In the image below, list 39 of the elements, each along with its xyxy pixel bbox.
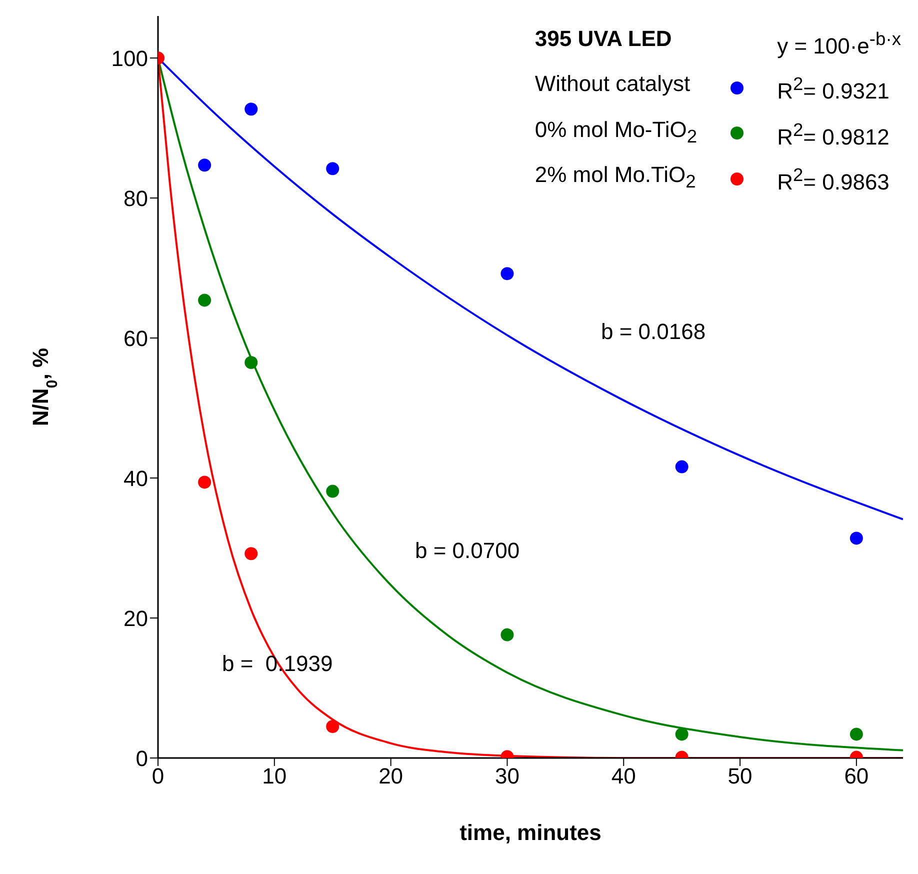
point [500,267,514,280]
point [326,720,340,733]
legend-label: 0% mol Mo-TiO$_{2}$ [534,116,698,148]
y-tick-label: 20 [124,606,148,631]
point [675,728,688,741]
point [198,476,212,489]
point [198,158,212,172]
x-tick-label: 40 [611,764,636,789]
annotation: b = 0.0168 [601,319,706,344]
annotation: y = 100·e$^{-b·x}$ [777,27,901,60]
y-tick-label: 0 [136,746,148,771]
y-tick-label: 40 [124,466,148,491]
annotation: R$^{2}$= 0.9863 [777,162,890,196]
point [500,628,514,642]
point [675,460,688,474]
annotation: b = 0.0700 [415,538,520,563]
point [198,294,212,307]
point [244,102,258,116]
x-tick-label: 20 [378,764,404,789]
x-tick-label: 50 [728,764,752,789]
point [850,728,863,741]
y-tick-label: 100 [111,46,148,71]
y-tick-label: 60 [124,326,148,351]
point [244,356,258,369]
x-tick-label: 30 [494,764,520,789]
point [326,484,340,498]
annotation: R$^{2}$= 0.9321 [777,72,890,106]
point [244,547,258,560]
annotation: R$^{2}$= 0.9812 [777,118,890,151]
legend-label: Without catalyst [534,70,692,98]
x-tick-label: 60 [844,764,869,789]
legend-title: 395 UVA LED [534,25,673,53]
point [850,532,863,545]
x-axis-title: time, minutes [460,820,602,845]
y-tick-label: 80 [124,186,148,211]
legend-label: 2% mol Mo.TiO$_{2}$ [534,160,697,194]
point [326,162,340,176]
x-tick-label: 0 [152,764,164,789]
x-tick-label: 10 [262,764,287,789]
